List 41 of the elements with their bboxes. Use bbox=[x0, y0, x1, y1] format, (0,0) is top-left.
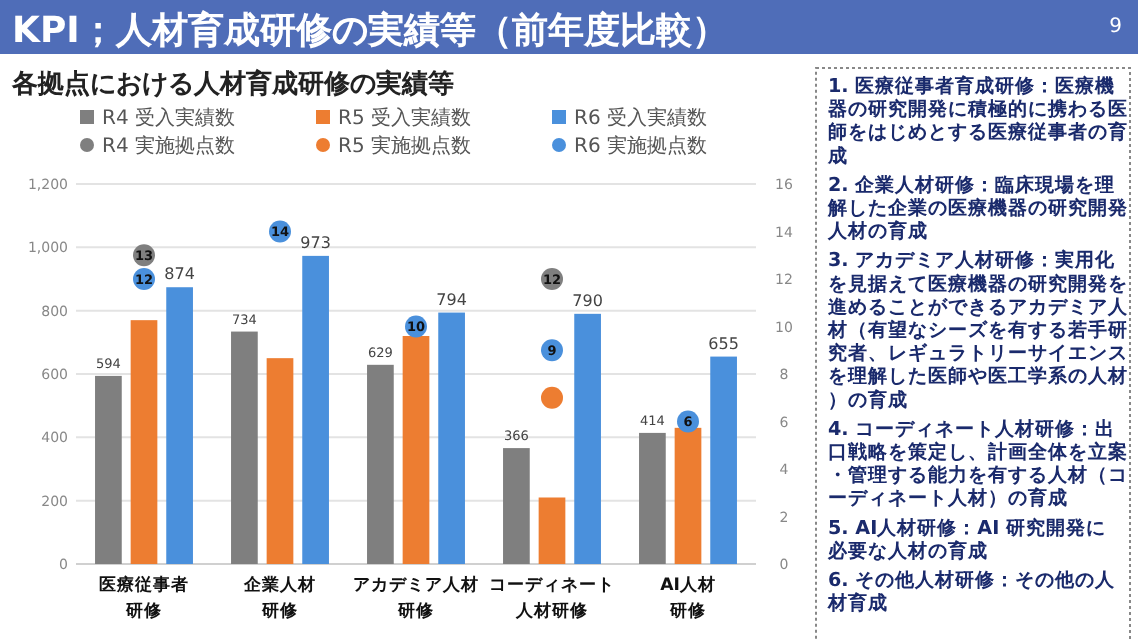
text: 4. コーディネート人材研修：出口戦略を策定し、計画全体を立案・管理する能力を有する人材（コーディネート人材）の育成 bbox=[828, 416, 1128, 511]
legend-label: R5 受入実績数 bbox=[338, 106, 471, 130]
data-label: 794 bbox=[436, 290, 467, 309]
bar bbox=[95, 375, 122, 564]
bar bbox=[674, 427, 702, 564]
legend-label: R4 実施拠点数 bbox=[102, 134, 235, 158]
x-tick-label: 医療従事者研修 bbox=[99, 574, 189, 622]
legend-label: R5 実施拠点数 bbox=[338, 134, 471, 158]
legend-label: R6 受入実績数 bbox=[574, 106, 707, 130]
text: 5. AI人材研修：AI 研究開発に必要な人材の育成 bbox=[826, 515, 1106, 563]
x-tick-label: コーディネート人材研修 bbox=[489, 576, 615, 622]
bar bbox=[402, 336, 430, 564]
x-tick-label: 企業人材研修 bbox=[242, 574, 316, 622]
x-tick-label: アカデミア人材研修 bbox=[353, 574, 479, 622]
data-label: 973 bbox=[300, 233, 331, 252]
bar bbox=[538, 497, 566, 564]
legend-label: R6 実施拠点数 bbox=[574, 134, 707, 158]
bar bbox=[710, 356, 737, 564]
text: 6. その他人材研修：その他の人材育成 bbox=[826, 568, 1118, 616]
bar bbox=[438, 312, 465, 564]
x-tick-label: AI人材研修 bbox=[660, 574, 716, 622]
text: 1. 医療従事者育成研修：医療機器の研究開発に積極的に携わる医師をはじめとする医療従事者の育成 bbox=[826, 74, 1128, 168]
legend-label: R4 受入実績数 bbox=[102, 106, 235, 130]
bar bbox=[166, 287, 193, 564]
bar bbox=[574, 313, 601, 564]
bar bbox=[503, 448, 530, 564]
data-label: 874 bbox=[164, 265, 195, 284]
point bbox=[541, 386, 563, 409]
data-label: 790 bbox=[572, 291, 603, 310]
bar bbox=[367, 364, 394, 564]
data-label: 655 bbox=[708, 334, 739, 353]
text: 2. 企業人材研修：臨床現場を理解した企業の医療機器の研究開発人材の育成 bbox=[826, 172, 1130, 244]
chart-subtitle: 各拠点における人材育成研修の実績等 bbox=[10, 68, 454, 100]
bar bbox=[130, 320, 158, 564]
bar bbox=[231, 331, 258, 564]
text: 3. アカデミア人材研修：実用化を見据えて医療機器の研究開発を進めることができるアカデミア人材（有望なシーズを有する若手研究者、レギュラトリーサイエンスを理解した医師や医工学系の人材）の育成 bbox=[826, 248, 1130, 412]
text: 9 bbox=[1109, 16, 1122, 38]
bar bbox=[266, 358, 294, 564]
bar bbox=[302, 255, 329, 564]
bar bbox=[639, 432, 666, 564]
chart-title: KPI；人材育成研修の実績等（前年度比較） bbox=[12, 8, 728, 52]
